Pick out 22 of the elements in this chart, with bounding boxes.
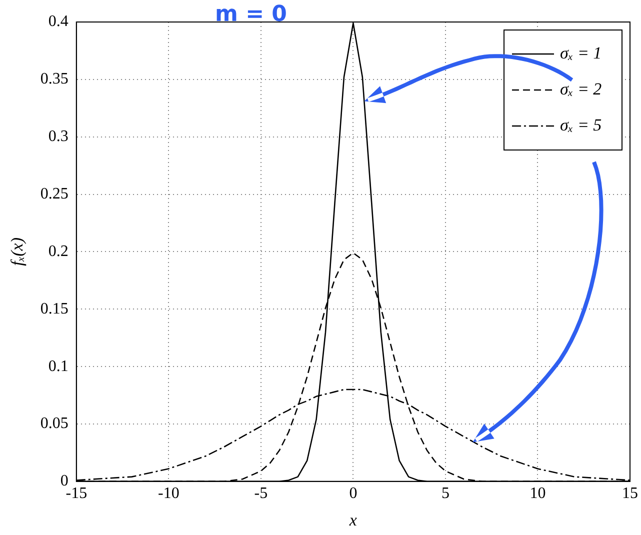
y-axis-title: fₓ(x) (8, 237, 27, 266)
x-tick-label: 10 (530, 485, 546, 502)
y-tick-label: 0.25 (40, 185, 68, 202)
legend-label: σₓ = 1 (560, 43, 602, 62)
y-tick-label: 0.2 (48, 242, 68, 260)
x-tick-label: -10 (158, 485, 180, 502)
y-tick-label: 0.15 (40, 300, 68, 318)
x-axis-title: x (348, 510, 358, 530)
x-tick-label: 0 (349, 485, 358, 502)
y-tick-label: 0.1 (48, 358, 68, 375)
y-tick-label: 0.35 (40, 70, 68, 88)
y-tick-label: 0 (60, 472, 68, 490)
x-tick-label: 15 (622, 485, 638, 502)
x-tick-label: 5 (441, 485, 450, 502)
x-tick-label: -5 (254, 485, 268, 502)
y-tick-label: 0.05 (40, 415, 68, 432)
x-tick-label: -15 (66, 485, 88, 502)
annotation: m = 0 (215, 2, 287, 27)
legend-label: σₓ = 5 (560, 115, 602, 134)
y-tick-label: 0.4 (48, 13, 68, 30)
legend-label: σₓ = 2 (560, 79, 602, 98)
y-tick-label: 0.3 (48, 128, 68, 146)
